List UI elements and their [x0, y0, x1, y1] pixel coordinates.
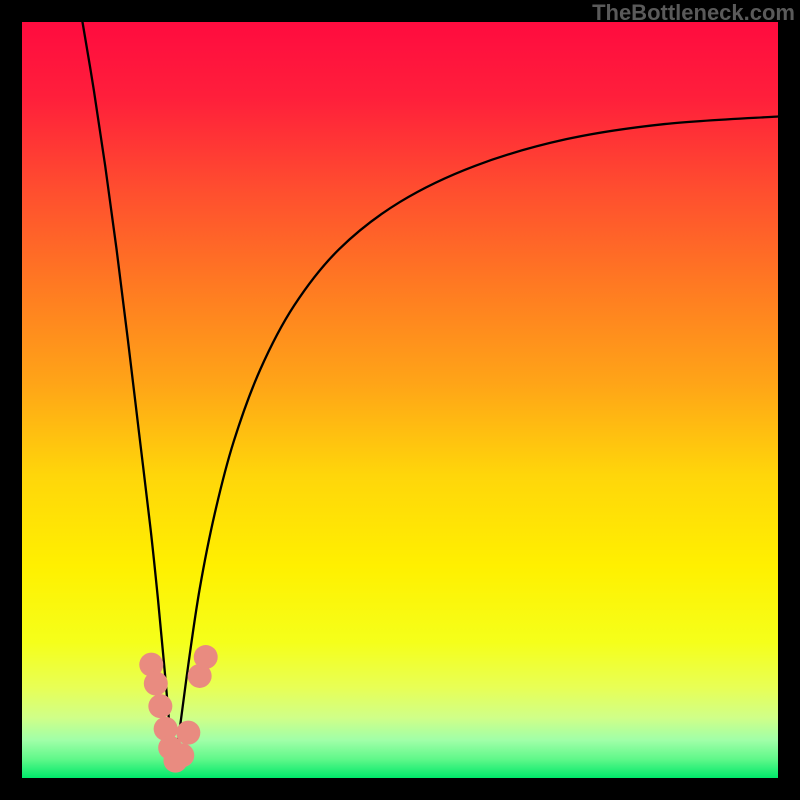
data-marker: [144, 672, 168, 696]
frame-border-bottom: [0, 778, 800, 800]
data-markers: [139, 645, 217, 773]
frame-border-right: [778, 0, 800, 800]
plot-outer: TheBottleneck.com: [0, 0, 800, 800]
chart-container: TheBottleneck.com: [0, 0, 800, 800]
curve-layer: [22, 22, 778, 778]
plot-area: [22, 22, 778, 778]
data-marker: [148, 694, 172, 718]
frame-border-left: [0, 0, 22, 800]
data-marker: [170, 743, 194, 767]
data-marker: [194, 645, 218, 669]
bottleneck-curve: [82, 22, 778, 770]
data-marker: [176, 721, 200, 745]
watermark-text: TheBottleneck.com: [592, 0, 795, 26]
